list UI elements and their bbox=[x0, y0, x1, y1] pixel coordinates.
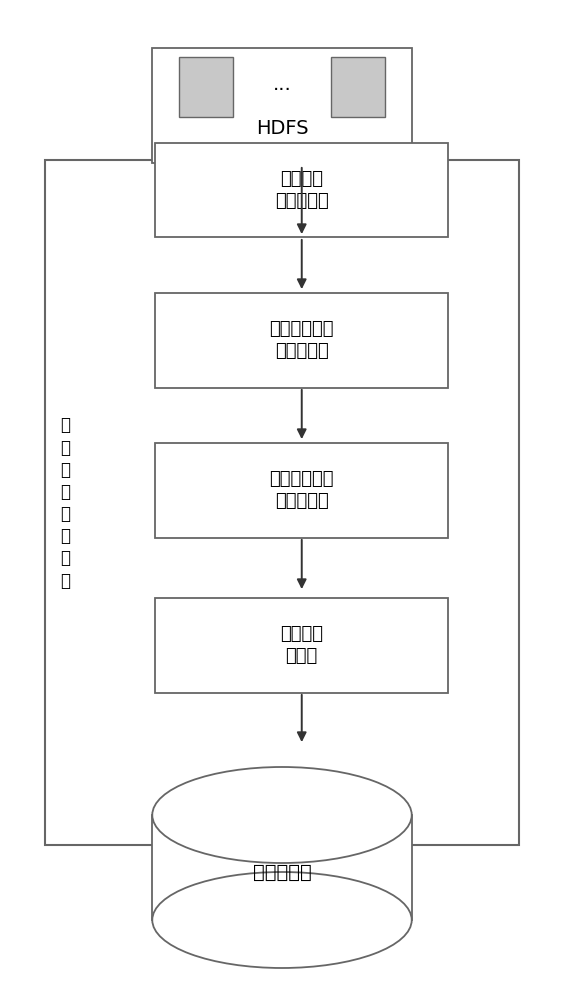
Text: 动
态
拼
车
分
析
模
块: 动 态 拼 车 分 析 模 块 bbox=[60, 416, 70, 590]
FancyBboxPatch shape bbox=[155, 142, 448, 237]
FancyBboxPatch shape bbox=[155, 292, 448, 387]
Ellipse shape bbox=[152, 767, 412, 863]
FancyBboxPatch shape bbox=[155, 442, 448, 538]
Text: 点伴随车辆组
查询子模块: 点伴随车辆组 查询子模块 bbox=[270, 320, 334, 360]
Text: ...: ... bbox=[272, 75, 292, 94]
FancyBboxPatch shape bbox=[155, 598, 448, 692]
Text: 拼车推荐
子模块: 拼车推荐 子模块 bbox=[280, 625, 323, 665]
Ellipse shape bbox=[152, 872, 412, 968]
FancyBboxPatch shape bbox=[45, 160, 519, 845]
FancyBboxPatch shape bbox=[152, 47, 412, 162]
FancyBboxPatch shape bbox=[332, 57, 385, 117]
Text: 可拼车车辆组
查询子模块: 可拼车车辆组 查询子模块 bbox=[270, 470, 334, 510]
FancyBboxPatch shape bbox=[179, 57, 232, 117]
Text: 关系数据库: 关系数据库 bbox=[253, 863, 311, 882]
Text: 车辆轨迹
查询子模块: 车辆轨迹 查询子模块 bbox=[275, 170, 329, 210]
FancyBboxPatch shape bbox=[152, 815, 412, 920]
Text: HDFS: HDFS bbox=[255, 118, 309, 137]
